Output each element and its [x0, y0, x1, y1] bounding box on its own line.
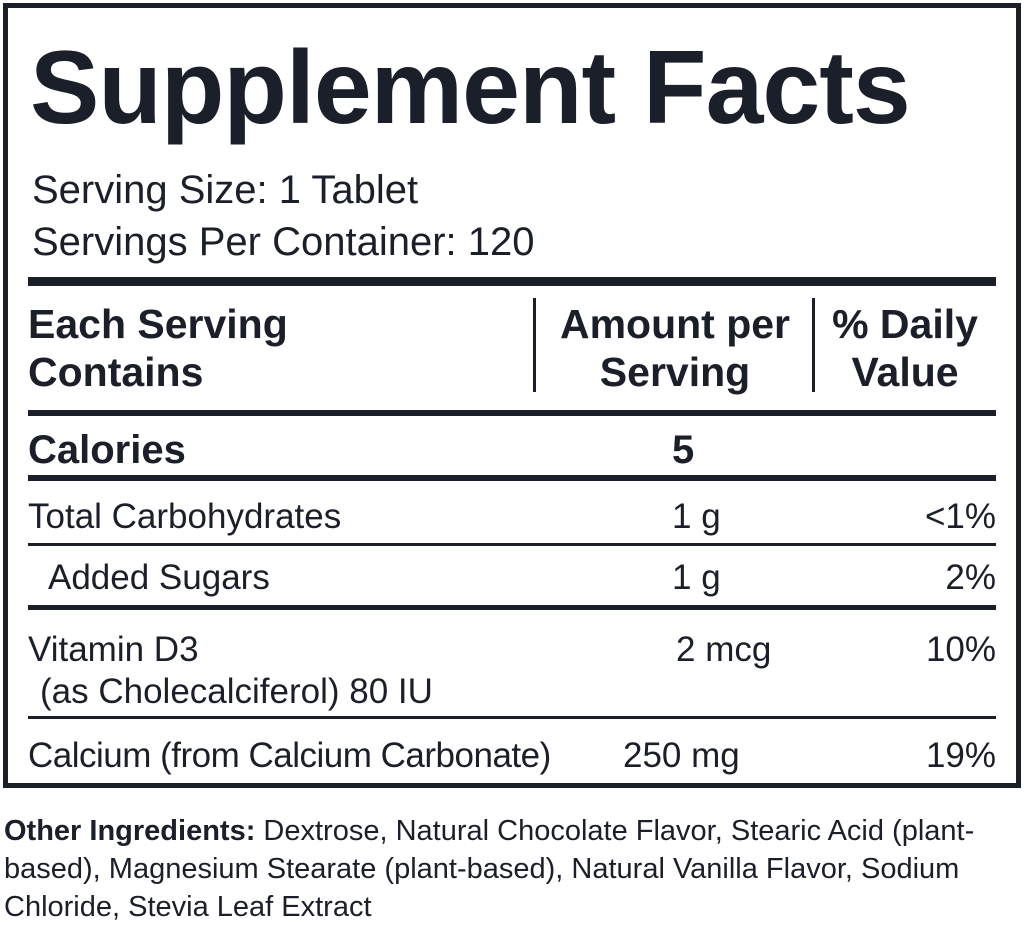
- header-line: Amount per: [559, 301, 791, 347]
- row-name: Calcium (from Calcium Carbonate): [28, 736, 551, 775]
- row-name: Added Sugars: [48, 558, 270, 597]
- header-line: Serving: [599, 349, 751, 395]
- row-amount: 1 g: [672, 497, 721, 536]
- row-daily-value: <1%: [924, 497, 996, 536]
- header-line: Contains: [28, 349, 204, 395]
- other-ingredients-text: Dextrose, Natural Chocolate Flavor, Stea…: [4, 815, 975, 923]
- rule: [28, 543, 996, 546]
- header-line: % Daily: [832, 301, 978, 347]
- row-name: Total Carbohydrates: [28, 497, 342, 536]
- column-divider: [533, 298, 536, 392]
- label-border: [3, 3, 1021, 788]
- row-name: (as Cholecalciferol) 80 IU: [40, 672, 433, 711]
- row-amount: 5: [672, 428, 695, 472]
- row-daily-value: 19%: [925, 736, 996, 775]
- other-ingredients-label: Other Ingredients:: [4, 815, 256, 847]
- header-line: Each Serving: [28, 301, 288, 347]
- rule: [28, 605, 996, 610]
- other-ingredients: Other Ingredients: Dextrose, Natural Cho…: [4, 812, 1014, 926]
- column-divider: [812, 298, 815, 392]
- title: Supplement Facts: [30, 30, 911, 146]
- row-amount: 2 mcg: [676, 630, 772, 669]
- row-name: Calories: [28, 428, 186, 472]
- row-amount: 1 g: [672, 558, 721, 597]
- serving-size: Serving Size: 1 Tablet: [32, 168, 419, 212]
- row-daily-value: 2%: [945, 558, 996, 597]
- thick-rule: [28, 277, 996, 286]
- rule: [28, 716, 996, 719]
- header-line: Value: [851, 349, 959, 395]
- servings-per-container: Servings Per Container: 120: [32, 220, 535, 264]
- thick-rule: [28, 410, 996, 416]
- row-name: Vitamin D3: [28, 630, 199, 669]
- row-amount: 250 mg: [623, 736, 740, 775]
- thick-rule: [28, 475, 996, 481]
- row-daily-value: 10%: [925, 630, 996, 669]
